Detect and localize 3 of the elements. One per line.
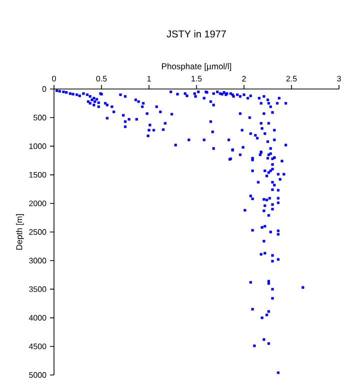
x-axis-title: Phosphate [µmol/l] bbox=[162, 63, 232, 71]
chart-title: JSTY in 1977 bbox=[166, 30, 226, 38]
y-axis-title: Depth [m] bbox=[16, 214, 24, 250]
